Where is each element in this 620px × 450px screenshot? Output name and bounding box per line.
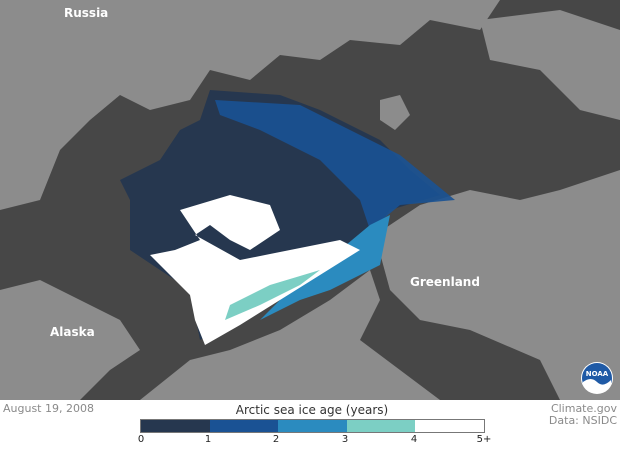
date-label: August 19, 2008: [3, 402, 94, 415]
canada-land: [140, 270, 440, 400]
legend-tick: 2: [272, 434, 280, 445]
legend-tick: 1: [204, 434, 212, 445]
noaa-logo: NOAA: [581, 362, 613, 394]
arctic-map: [0, 0, 620, 400]
legend-tick: 0: [137, 434, 145, 445]
noaa-logo-text: NOAA: [586, 370, 609, 378]
label-greenland: Greenland: [410, 275, 480, 289]
ice-age-1-2: [215, 100, 455, 230]
ice-age-3-4: [225, 270, 320, 320]
sea-ice: [120, 90, 455, 345]
legend-bin-2-3: [278, 420, 347, 432]
legend-bin-3-4: [346, 420, 416, 432]
legend-bin-4-5: [415, 420, 484, 432]
landmasses: [0, 0, 620, 400]
legend-bin-0-1: [141, 420, 210, 432]
islands-ne: [480, 10, 620, 120]
legend-tick: 5+: [476, 434, 492, 445]
label-alaska: Alaska: [50, 325, 95, 339]
legend-tick: 4: [410, 434, 418, 445]
label-russia: Russia: [64, 6, 109, 20]
legend-color-bar: [140, 419, 485, 433]
credit-label: Climate.gov: [550, 402, 617, 415]
alaska-land: [0, 280, 140, 400]
ice-age-4-5plus: [150, 195, 360, 345]
legend-bin-1-2: [209, 420, 279, 432]
svalbard: [380, 95, 410, 130]
greenland-land: [375, 170, 620, 400]
source-label: Data: NSIDC: [548, 414, 617, 427]
legend-tick: 3: [341, 434, 349, 445]
legend-title: Arctic sea ice age (years): [235, 403, 389, 417]
russia-land: [0, 0, 500, 210]
